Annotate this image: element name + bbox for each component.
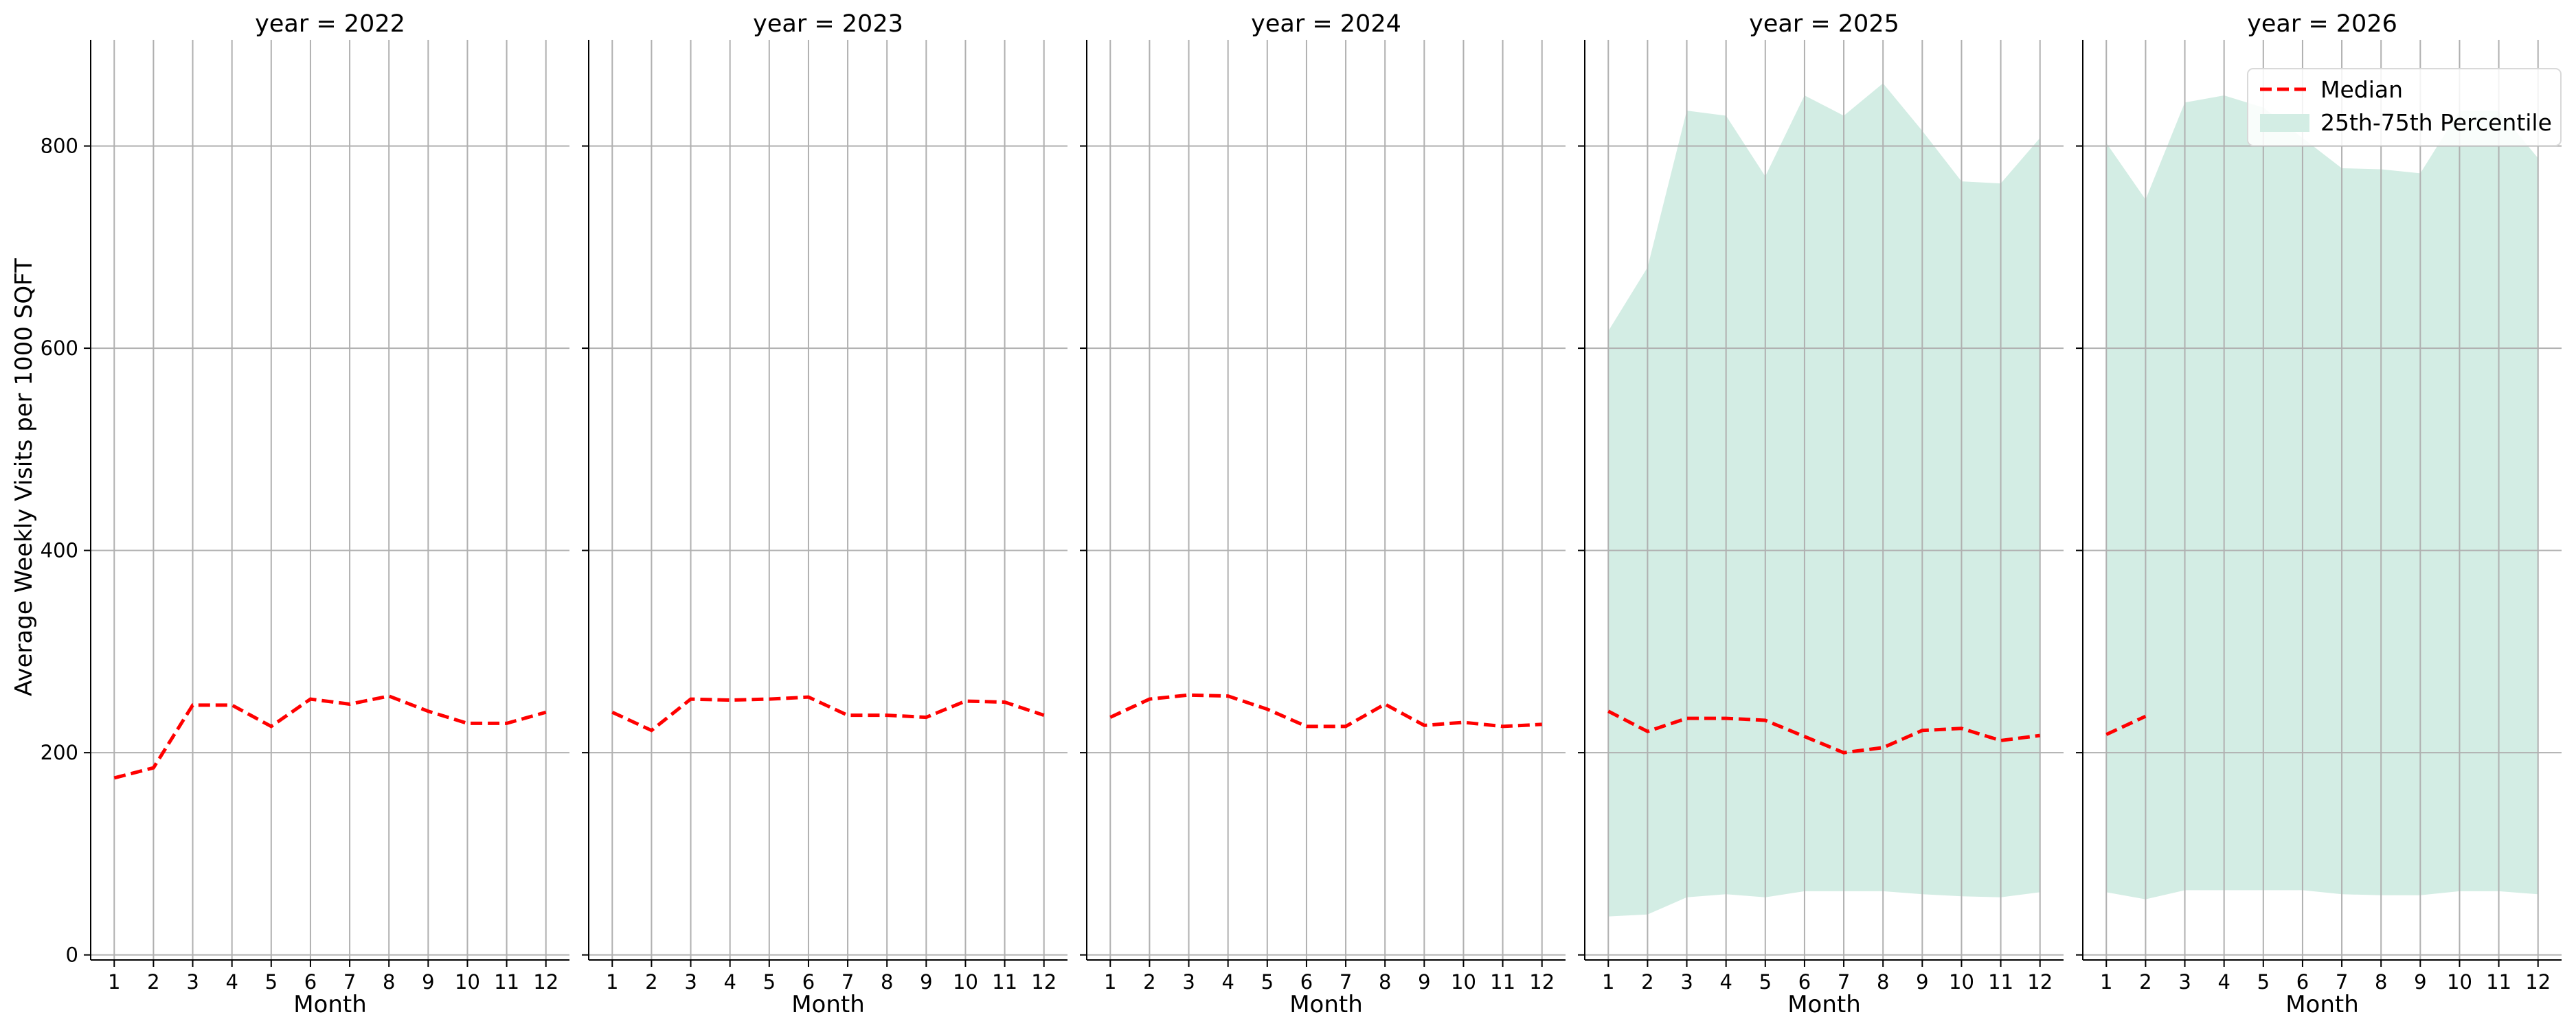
y-tick-label: 800 [41, 135, 78, 158]
x-tick-label: 8 [1877, 970, 1889, 994]
panel-title: year = 2022 [255, 10, 405, 38]
panel-title: year = 2024 [1251, 10, 1401, 38]
x-tick-label: 3 [1680, 970, 1693, 994]
legend-box [2247, 68, 2562, 146]
x-tick-label: 3 [2178, 970, 2191, 994]
x-tick-label: 5 [1759, 970, 1772, 994]
x-tick-label: 1 [108, 970, 120, 994]
legend-band-label: 25th-75th Percentile [2320, 109, 2552, 136]
x-tick-label: 3 [186, 970, 199, 994]
x-tick-label: 2 [1641, 970, 1653, 994]
median-line [113, 694, 547, 780]
legend-band-swatch [2260, 114, 2309, 132]
x-tick-label: 2 [645, 970, 657, 994]
x-tick-label: 1 [1602, 970, 1614, 994]
x-tick-label: 3 [1182, 970, 1195, 994]
median-line [611, 695, 1045, 733]
panel-title: year = 2023 [753, 10, 903, 38]
x-tick-label: 8 [383, 970, 395, 994]
x-tick-label: 9 [920, 970, 932, 994]
median-line [1607, 709, 2041, 755]
x-tick-label: 10 [1451, 970, 1476, 994]
x-tick-label: 12 [1031, 970, 1057, 994]
x-tick-label: 11 [1490, 970, 1515, 994]
x-tick-label: 6 [304, 970, 317, 994]
x-tick-label: 10 [953, 970, 978, 994]
x-tick-label: 9 [422, 970, 434, 994]
x-tick-label: 2 [2139, 970, 2151, 994]
x-tick-label: 6 [1798, 970, 1811, 994]
x-tick-label: 7 [2336, 970, 2348, 994]
x-tick-label: 8 [1379, 970, 1391, 994]
x-tick-label: 11 [2486, 970, 2511, 994]
x-tick-label: 3 [684, 970, 697, 994]
x-tick-label: 4 [1719, 970, 1732, 994]
x-tick-label: 10 [2447, 970, 2472, 994]
x-tick-label: 9 [1418, 970, 1430, 994]
y-tick-label: 600 [41, 336, 78, 360]
x-tick-label: 5 [265, 970, 278, 994]
x-tick-label: 5 [1261, 970, 1274, 994]
x-tick-label: 7 [1838, 970, 1850, 994]
x-tick-label: 4 [2217, 970, 2230, 994]
x-tick-label: 10 [1949, 970, 1974, 994]
x-tick-label: 8 [2375, 970, 2387, 994]
x-tick-label: 6 [802, 970, 815, 994]
x-tick-label: 4 [1221, 970, 1234, 994]
x-axis-title: Month [2285, 991, 2359, 1018]
median-line [1109, 693, 1542, 729]
x-tick-label: 2 [1143, 970, 1155, 994]
legend: Median 25th-75th Percentile [2247, 68, 2562, 146]
x-tick-label: 2 [147, 970, 159, 994]
panel-title: year = 2026 [2247, 10, 2397, 38]
x-tick-label: 7 [343, 970, 356, 994]
x-tick-label: 1 [1104, 970, 1116, 994]
x-tick-label: 7 [1340, 970, 1352, 994]
x-tick-label: 12 [2027, 970, 2053, 994]
x-tick-label: 12 [533, 970, 558, 994]
x-tick-label: 4 [225, 970, 238, 994]
x-axis-title: Month [1787, 991, 1861, 1018]
x-tick-label: 10 [455, 970, 480, 994]
y-tick-label: 0 [66, 943, 78, 967]
percentile-band [1608, 83, 2040, 917]
y-tick-label: 400 [41, 539, 78, 562]
x-tick-label: 11 [992, 970, 1017, 994]
panel-title: year = 2025 [1749, 10, 1899, 38]
x-tick-label: 6 [2296, 970, 2309, 994]
x-tick-label: 4 [723, 970, 736, 994]
x-tick-label: 1 [2100, 970, 2112, 994]
x-tick-label: 5 [763, 970, 776, 994]
legend-median-label: Median [2320, 76, 2403, 103]
x-axis-title: Month [293, 991, 367, 1018]
x-tick-label: 5 [2257, 970, 2270, 994]
x-tick-label: 12 [1529, 970, 1555, 994]
y-axis-title: Average Weekly Visits per 1000 SQFT [10, 258, 38, 696]
x-tick-label: 9 [1916, 970, 1928, 994]
x-axis-title: Month [791, 991, 865, 1018]
x-tick-label: 6 [1300, 970, 1313, 994]
x-tick-label: 7 [841, 970, 854, 994]
x-tick-label: 12 [2525, 970, 2551, 994]
x-tick-label: 11 [494, 970, 519, 994]
y-tick-label: 200 [41, 741, 78, 764]
x-tick-label: 9 [2414, 970, 2426, 994]
x-tick-label: 1 [606, 970, 618, 994]
percentile-band [2106, 95, 2538, 900]
median-line [2105, 714, 2147, 736]
x-axis-title: Month [1289, 991, 1363, 1018]
x-tick-label: 8 [881, 970, 893, 994]
x-tick-label: 11 [1988, 970, 2013, 994]
